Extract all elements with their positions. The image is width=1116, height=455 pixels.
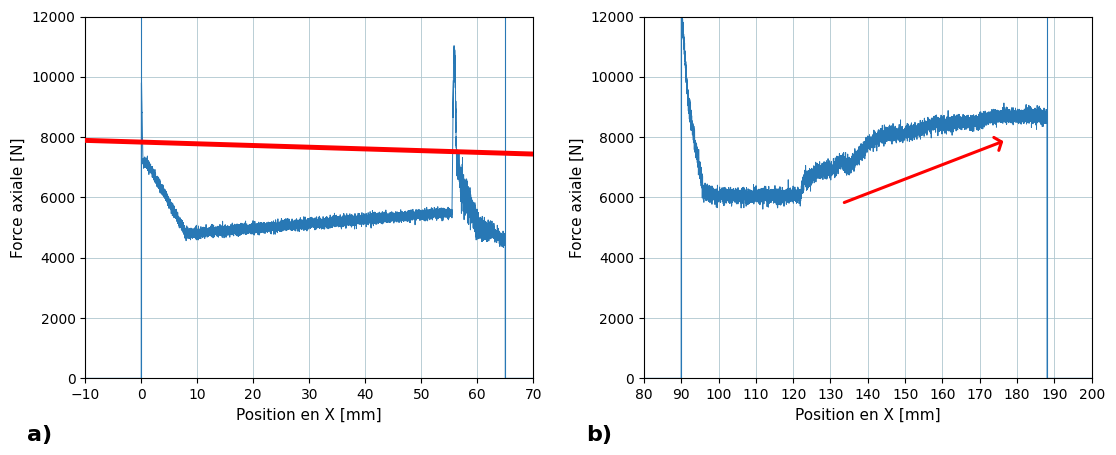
X-axis label: Position en X [mm]: Position en X [mm]: [237, 408, 382, 423]
Text: b): b): [586, 425, 612, 445]
Y-axis label: Force axiale [N]: Force axiale [N]: [569, 137, 585, 258]
Text: a): a): [27, 425, 52, 445]
Y-axis label: Force axiale [N]: Force axiale [N]: [11, 137, 26, 258]
X-axis label: Position en X [mm]: Position en X [mm]: [795, 408, 941, 423]
